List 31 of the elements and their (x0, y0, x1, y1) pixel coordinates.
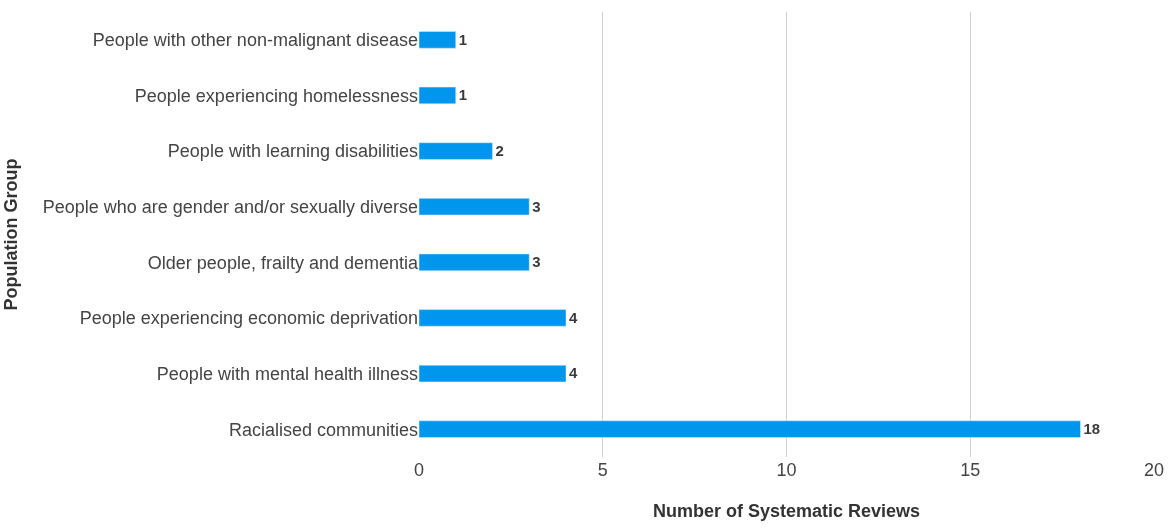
bar (419, 198, 530, 216)
y-tick-label: People with learning disabilities (167, 141, 418, 162)
y-tick-label: People experiencing homelessness (134, 85, 418, 106)
x-tick-label: 0 (413, 460, 425, 480)
x-tick-label: 5 (597, 460, 608, 480)
y-tick-label: People with other non-malignant disease (92, 30, 418, 51)
x-tick-label: 10 (776, 460, 797, 480)
y-tick-label: Racialised communities (228, 419, 418, 440)
y-tick-label: People experiencing economic deprivation (79, 308, 418, 329)
bar (419, 309, 567, 327)
bar (419, 86, 456, 105)
data-label: 3 (532, 253, 541, 271)
y-tick-label: Older people, frailty and dementia (147, 252, 419, 273)
data-label: 3 (532, 197, 541, 215)
x-tick-label: 15 (960, 460, 981, 480)
bar (419, 142, 493, 160)
y-axis-title: Population Group (0, 158, 21, 311)
bar (419, 31, 456, 49)
data-label: 1 (458, 86, 468, 104)
data-label: 2 (495, 141, 504, 159)
x-tick-label: 20 (1143, 460, 1165, 480)
data-label: 4 (569, 364, 578, 382)
data-label: 1 (458, 30, 468, 48)
data-label: 18 (1083, 420, 1101, 438)
x-axis-title: Number of Systematic Reviews (652, 501, 921, 522)
y-tick-label: People with mental health illness (156, 363, 418, 384)
data-label: 4 (569, 308, 578, 326)
y-tick-label: People who are gender and/or sexually diverse (42, 196, 418, 217)
bar (419, 253, 530, 271)
bar (419, 364, 567, 383)
bar (419, 420, 1081, 438)
